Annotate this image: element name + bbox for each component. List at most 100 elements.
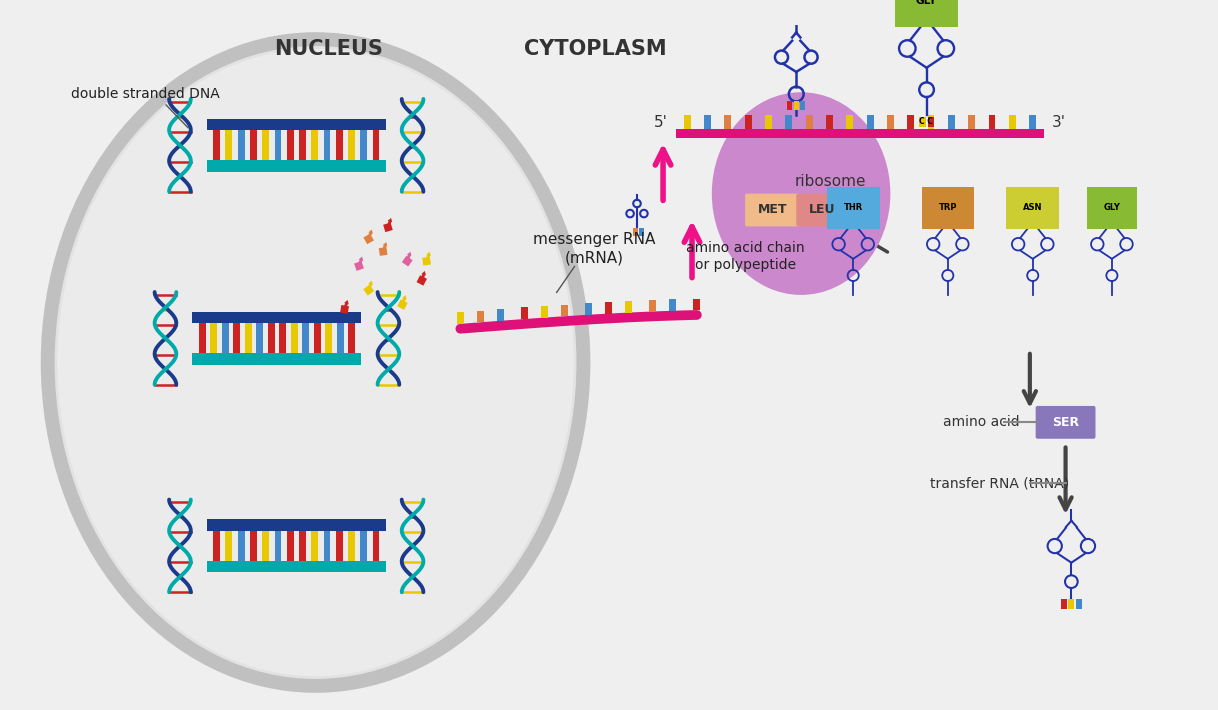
FancyArrow shape xyxy=(343,300,348,310)
Bar xyxy=(397,300,408,310)
Bar xyxy=(213,131,220,160)
Bar xyxy=(279,324,286,354)
Bar xyxy=(238,131,245,160)
Bar xyxy=(250,531,257,561)
Text: MET: MET xyxy=(759,204,788,217)
Bar xyxy=(207,160,386,172)
Bar xyxy=(676,129,1044,138)
Bar xyxy=(457,312,464,324)
Text: transfer RNA (tRNA): transfer RNA (tRNA) xyxy=(931,476,1069,490)
Ellipse shape xyxy=(711,92,890,295)
Bar xyxy=(948,116,955,129)
FancyBboxPatch shape xyxy=(745,194,801,226)
Bar xyxy=(324,531,330,561)
Bar xyxy=(1068,599,1074,608)
Bar xyxy=(325,324,333,354)
Text: messenger RNA
(mRNA): messenger RNA (mRNA) xyxy=(533,231,655,266)
Bar xyxy=(207,119,386,131)
FancyArrow shape xyxy=(420,271,426,281)
Bar xyxy=(561,305,568,316)
Text: CYTOPLASM: CYTOPLASM xyxy=(524,39,666,59)
Text: C C: C C xyxy=(918,116,933,126)
Bar xyxy=(423,257,431,266)
Ellipse shape xyxy=(48,39,583,686)
FancyArrow shape xyxy=(401,295,407,305)
Bar xyxy=(312,531,318,561)
Bar xyxy=(207,519,386,531)
Text: NUCLEUS: NUCLEUS xyxy=(274,39,382,59)
Bar xyxy=(192,312,362,324)
Bar xyxy=(402,256,413,266)
Bar xyxy=(918,117,926,127)
Bar xyxy=(348,324,356,354)
Bar xyxy=(268,324,274,354)
Bar xyxy=(670,299,676,311)
Bar xyxy=(312,131,318,160)
Bar xyxy=(928,117,934,127)
Bar xyxy=(314,324,320,354)
Bar xyxy=(361,531,367,561)
Bar xyxy=(744,116,752,129)
Bar xyxy=(806,116,812,129)
Bar xyxy=(245,324,252,354)
Bar xyxy=(207,561,386,572)
Bar xyxy=(274,531,281,561)
Bar xyxy=(192,354,362,365)
FancyArrow shape xyxy=(406,252,412,261)
Text: double stranded DNA: double stranded DNA xyxy=(72,87,220,101)
Bar xyxy=(384,222,392,232)
Bar xyxy=(286,531,294,561)
Text: LEU: LEU xyxy=(809,204,836,217)
Bar xyxy=(786,116,792,129)
Bar xyxy=(354,261,364,271)
Text: THR: THR xyxy=(844,203,862,212)
Bar xyxy=(256,324,263,354)
FancyArrow shape xyxy=(368,229,373,239)
FancyArrow shape xyxy=(358,256,363,266)
Bar xyxy=(787,102,792,109)
Bar xyxy=(199,324,206,354)
Bar xyxy=(639,229,644,236)
Text: ribosome: ribosome xyxy=(794,173,866,189)
Bar xyxy=(286,131,294,160)
Bar xyxy=(928,116,934,129)
Bar xyxy=(800,102,805,109)
Bar xyxy=(379,247,387,256)
Bar xyxy=(234,324,240,354)
Bar xyxy=(847,116,853,129)
Bar xyxy=(704,116,711,129)
Bar xyxy=(887,116,894,129)
Bar xyxy=(725,116,731,129)
Bar xyxy=(826,116,833,129)
Bar xyxy=(907,116,915,129)
Bar xyxy=(497,310,504,321)
Bar xyxy=(291,324,297,354)
Bar xyxy=(373,131,379,160)
Bar xyxy=(340,305,350,314)
Bar xyxy=(363,234,374,244)
Bar xyxy=(1077,599,1082,608)
FancyArrow shape xyxy=(368,280,373,290)
Bar xyxy=(222,324,229,354)
Bar xyxy=(1029,116,1037,129)
Bar xyxy=(348,131,354,160)
Bar xyxy=(794,102,799,109)
Bar xyxy=(1009,116,1016,129)
Bar xyxy=(262,531,269,561)
Bar xyxy=(211,324,217,354)
Text: TRP: TRP xyxy=(939,203,957,212)
Bar xyxy=(693,298,700,310)
Bar xyxy=(225,531,233,561)
Text: 5': 5' xyxy=(654,114,667,130)
Bar xyxy=(989,116,995,129)
Bar xyxy=(867,116,873,129)
Bar xyxy=(336,131,342,160)
Bar xyxy=(521,307,527,319)
Bar xyxy=(298,531,306,561)
Ellipse shape xyxy=(57,49,574,676)
Bar xyxy=(302,324,309,354)
Bar xyxy=(541,306,548,317)
Bar xyxy=(373,531,379,561)
Text: 3': 3' xyxy=(1052,114,1066,130)
Text: amino acid chain
or polypeptide: amino acid chain or polypeptide xyxy=(686,241,804,272)
